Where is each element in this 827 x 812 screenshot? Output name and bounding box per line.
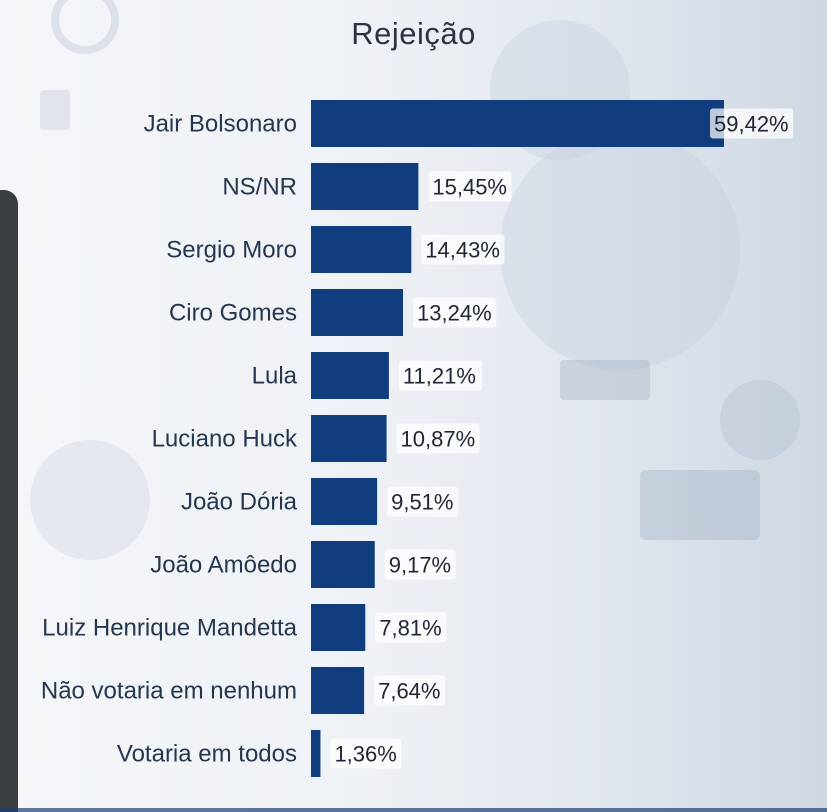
bar [311, 604, 366, 651]
category-label: Sergio Moro [166, 237, 297, 264]
value-label-background [413, 297, 497, 328]
value-label: 59,42% [714, 112, 789, 137]
value-label-background [421, 234, 505, 265]
value-label-background [375, 612, 447, 643]
window-edge [0, 190, 18, 812]
bar [311, 667, 365, 714]
category-label: Luiz Henrique Mandetta [42, 615, 297, 642]
bar [311, 163, 419, 210]
bar [311, 478, 378, 525]
value-label-background [396, 423, 480, 454]
category-label: João Dória [181, 489, 298, 516]
value-label-background [330, 738, 402, 769]
bar [311, 730, 321, 777]
category-label: Luciano Huck [152, 426, 298, 453]
value-label: 7,81% [379, 616, 441, 641]
bar [311, 541, 375, 588]
bar [311, 352, 389, 399]
bar [311, 289, 404, 336]
value-label-background [428, 171, 512, 202]
value-label: 11,21% [403, 364, 476, 389]
value-label: 7,64% [378, 679, 440, 704]
category-label: Lula [252, 363, 298, 390]
value-label: 1,36% [334, 742, 396, 767]
category-label: Votaria em todos [117, 741, 297, 768]
bar [311, 415, 387, 462]
category-label: Jair Bolsonaro [144, 111, 297, 138]
value-label: 9,51% [391, 490, 453, 515]
bar [311, 226, 412, 273]
value-label: 14,43% [425, 238, 500, 263]
value-label-background [384, 549, 456, 580]
value-label: 13,24% [417, 301, 492, 326]
chart-title: Rejeição [351, 16, 476, 51]
bottom-strip [0, 808, 827, 812]
category-label: Não votaria em nenhum [41, 678, 297, 705]
category-label: Ciro Gomes [169, 300, 297, 327]
category-label: NS/NR [222, 174, 297, 201]
category-label: João Amôedo [150, 552, 297, 579]
value-label-background [710, 108, 794, 139]
value-label: 9,17% [389, 553, 451, 578]
value-label-background [387, 486, 459, 517]
value-label: 10,87% [401, 427, 476, 452]
value-label-background [398, 360, 483, 391]
value-label: 15,45% [432, 175, 507, 200]
value-label-background [374, 675, 446, 706]
bar [311, 100, 724, 147]
